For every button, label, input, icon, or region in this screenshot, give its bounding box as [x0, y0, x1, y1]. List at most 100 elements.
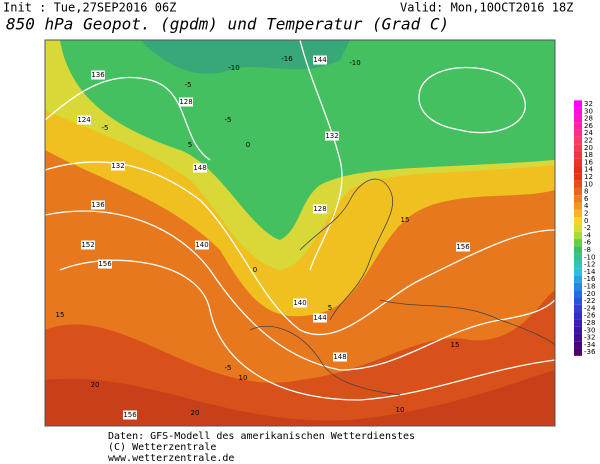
colorbar-band: [574, 209, 582, 218]
colorbar-band: [574, 333, 582, 342]
label-box: [313, 55, 327, 65]
temperature-label: 0: [253, 266, 257, 274]
temperature-label: -10: [228, 64, 239, 72]
hot-area: [45, 290, 555, 426]
colorbar-label: -26: [584, 312, 596, 320]
label-box: [195, 240, 209, 250]
label-box: [123, 410, 137, 420]
cold-area: [60, 40, 555, 240]
colorbar-label: -18: [584, 283, 595, 291]
colorbar-label: 0: [584, 217, 588, 225]
geopotential-label: 136: [91, 201, 105, 209]
colorbar-band: [574, 239, 582, 247]
colorbar-band: [574, 282, 582, 291]
label-box: [91, 200, 105, 210]
colorbar-label: 8: [584, 188, 588, 196]
colorbar-label: -22: [584, 297, 595, 305]
colorbar-band: [574, 122, 582, 130]
colorbar-label: -34: [584, 341, 596, 349]
colorbar-label: -8: [584, 246, 591, 254]
colorbar-label: 30: [584, 107, 593, 115]
colorbar-label: -32: [584, 334, 595, 342]
geopotential-label: 128: [179, 98, 192, 106]
geopotential-label: 144: [313, 56, 327, 64]
temperature-label: -5: [185, 81, 192, 89]
colorbar-label: -30: [584, 326, 595, 334]
colorbar-label: 16: [584, 158, 593, 166]
colorbar-band: [574, 202, 582, 210]
colorbar-band: [574, 129, 582, 137]
label-box: [77, 115, 91, 125]
temperature-label: 10: [396, 406, 405, 414]
footer-source: Daten: GFS-Modell des amerikanischen Wet…: [108, 431, 415, 442]
colorbar-band: [574, 173, 582, 181]
temperature-label: -10: [349, 59, 360, 67]
geopotential-label: 132: [325, 132, 338, 140]
colorbar-label: 26: [584, 122, 593, 130]
geopotential-label: 128: [313, 205, 326, 213]
label-box: [91, 70, 105, 80]
geopotential-label: 132: [111, 162, 124, 170]
temperature-label: -5: [225, 364, 232, 372]
label-box: [81, 240, 95, 250]
init-time: Init : Tue,27SEP2016 06Z: [3, 1, 176, 15]
temperature-label: 15: [451, 341, 460, 349]
temperature-label: 10: [239, 374, 248, 382]
label-box: [293, 298, 307, 308]
label-box: [179, 97, 193, 107]
colorbar-label: -4: [584, 231, 592, 239]
geopotential-label: 136: [91, 71, 105, 79]
colorbar-label: 32: [584, 100, 593, 108]
coastlines: [249, 178, 555, 396]
hottest-area: [45, 370, 555, 426]
temperature-label: 15: [56, 311, 65, 319]
colorbar-band: [574, 144, 582, 152]
colorbar-band: [574, 158, 582, 167]
colorbar-label: -36: [584, 348, 596, 356]
geopotential-label: 156: [98, 260, 112, 268]
colorbar-label: 2: [584, 210, 588, 218]
colorbar-label: -20: [584, 290, 595, 298]
colorbar-band: [574, 187, 582, 196]
geopotential-label: 156: [123, 411, 137, 419]
temperature-label: 0: [246, 141, 250, 149]
colorbar-band: [574, 231, 582, 240]
colorbar-label: -2: [584, 224, 591, 232]
colorbar-label: 22: [584, 137, 593, 145]
label-box: [333, 352, 347, 362]
colorbar-band: [574, 304, 582, 313]
colorbar-band: [574, 100, 582, 108]
temperature-label: -16: [281, 55, 293, 63]
colorbar-band: [574, 246, 582, 254]
colorbar-label: 20: [584, 144, 593, 152]
colorbar-band: [574, 253, 582, 261]
colorbar-band: [574, 195, 582, 203]
colorbar-label: 14: [584, 166, 593, 174]
label-box: [111, 161, 125, 171]
geopotential-label: 140: [195, 241, 208, 249]
colorbar-label: 28: [584, 115, 593, 123]
colorbar-label: -24: [584, 304, 596, 312]
temperature-label: 5: [188, 141, 192, 149]
label-box: [325, 131, 339, 141]
colorbar-band: [574, 341, 582, 349]
colorbar-label: -6: [584, 239, 592, 247]
label-box: [313, 204, 327, 214]
map-frame: [44, 39, 556, 427]
map-title: 850 hPa Geopot. (gpdm) und Temperatur (G…: [6, 15, 449, 34]
colorbar-band: [574, 326, 582, 334]
colorbar-band: [574, 217, 582, 225]
colorbar-label: 12: [584, 173, 593, 181]
geopotential-label: 156: [456, 243, 470, 251]
temperature-label: 20: [191, 409, 200, 417]
geopotential-label: 148: [193, 164, 206, 172]
colorbar-label: 18: [584, 151, 593, 159]
colorbar-band: [574, 260, 582, 269]
colorbar-band: [574, 224, 582, 232]
colorbar-band: [574, 107, 582, 115]
colorbar-band: [574, 319, 582, 327]
temperature-label: -5: [225, 116, 232, 124]
colorbar-band: [574, 290, 582, 298]
geopotential-label: 144: [313, 314, 327, 322]
